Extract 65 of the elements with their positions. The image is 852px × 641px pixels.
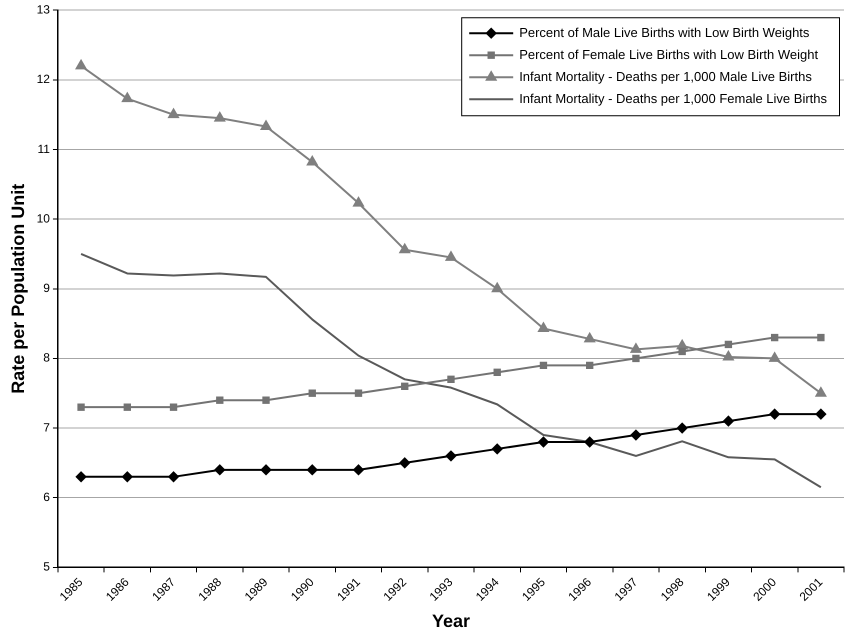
point (445, 450, 456, 462)
legend-label: Percent of Male Live Births with Low Birth Weights (519, 24, 810, 40)
point (632, 354, 640, 362)
point (260, 464, 272, 476)
point (447, 376, 455, 383)
point (122, 471, 133, 482)
point (768, 352, 780, 362)
point (122, 92, 133, 102)
point (399, 243, 410, 254)
point (401, 382, 408, 390)
point (538, 436, 549, 448)
point (352, 464, 364, 476)
point (815, 386, 827, 397)
point (75, 59, 87, 70)
point (769, 408, 780, 420)
point (77, 403, 85, 411)
legend-label: Infant Mortality - Deaths per 1,000 Male Live Births (519, 68, 812, 84)
point (445, 250, 457, 261)
y-tick-label: 9 (43, 281, 50, 296)
point (538, 322, 550, 332)
y-tick-label: 13 (36, 2, 50, 17)
point (168, 471, 180, 482)
point (306, 156, 318, 166)
point (354, 390, 362, 397)
point (584, 332, 596, 342)
point (770, 334, 778, 342)
point (678, 348, 686, 356)
y-axis-title: Rate per Population Unit (8, 184, 28, 394)
y-tick-label: 5 (43, 560, 50, 574)
point (306, 464, 318, 476)
point (494, 368, 501, 376)
point (308, 390, 316, 397)
point (815, 408, 826, 420)
y-tick-label: 10 (36, 211, 50, 226)
point (399, 457, 410, 468)
legend-label: Infant Mortality - Deaths per 1,000 Female Live Births (519, 90, 828, 106)
point (260, 120, 272, 130)
x-axis-title: Year (432, 611, 470, 632)
point (262, 396, 270, 404)
y-tick-label: 8 (43, 350, 50, 365)
point (630, 430, 642, 441)
point (170, 403, 178, 411)
point (352, 196, 364, 207)
point (492, 443, 503, 454)
point (168, 108, 180, 118)
point (817, 334, 825, 342)
point (584, 436, 596, 448)
point (216, 396, 224, 404)
point (214, 464, 226, 476)
y-tick-label: 6 (43, 490, 50, 504)
point (722, 350, 734, 361)
legend-label: Percent of Female Live Births with Low Birth Weight (519, 46, 818, 62)
point (492, 282, 503, 292)
y-tick-label: 11 (37, 142, 50, 156)
point (76, 471, 87, 482)
y-tick-label: 12 (36, 72, 50, 86)
point (124, 403, 131, 411)
point (586, 362, 594, 370)
point (724, 340, 732, 348)
y-tick-label: 7 (43, 420, 50, 434)
point (540, 362, 548, 370)
point (722, 416, 734, 427)
point (214, 112, 226, 122)
point (676, 422, 688, 434)
point (630, 342, 642, 353)
